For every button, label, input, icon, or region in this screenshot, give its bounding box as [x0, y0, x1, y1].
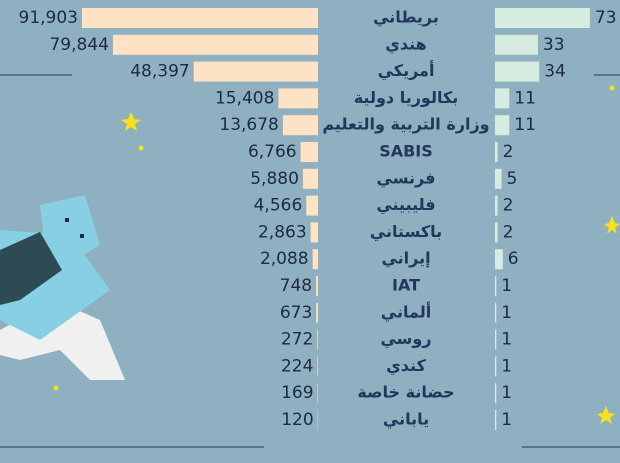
bar — [282, 115, 318, 136]
bar — [495, 142, 498, 162]
value-label: 34 — [544, 62, 566, 82]
value-label: 2,088 — [260, 249, 309, 269]
bar — [316, 276, 318, 296]
category-label: هندي — [385, 34, 427, 54]
bar — [317, 329, 318, 350]
category-label: حضانة خاصة — [357, 383, 454, 402]
bar — [495, 276, 497, 296]
bar — [82, 8, 318, 28]
value-label: 91,903 — [19, 8, 78, 28]
bar — [495, 34, 538, 55]
bar — [306, 195, 318, 216]
category-label: ياباني — [383, 410, 429, 430]
bar — [495, 302, 497, 323]
bar — [310, 222, 318, 243]
value-label: 6,766 — [248, 142, 297, 162]
bar — [112, 34, 318, 55]
bar — [302, 168, 318, 189]
category-label: بريطاني — [373, 8, 439, 28]
value-label: 169 — [281, 383, 313, 403]
value-label: 5 — [507, 169, 518, 189]
bar — [495, 168, 502, 189]
value-label: 33 — [543, 35, 565, 55]
value-label: 79,844 — [49, 35, 108, 55]
value-label: 2 — [503, 222, 514, 242]
category-label: بكالوريا دولية — [354, 88, 459, 107]
category-label: IAT — [392, 276, 420, 295]
value-label: 2 — [503, 196, 514, 216]
category-label: كندي — [386, 356, 426, 376]
bar — [495, 8, 590, 28]
category-label: إيراني — [381, 249, 430, 269]
bar — [495, 195, 498, 216]
bar — [278, 88, 318, 109]
bar — [300, 142, 318, 162]
category-label: ألماني — [381, 301, 431, 322]
category-label: SABIS — [379, 142, 433, 161]
category-label: أمريكي — [378, 60, 435, 81]
value-label: 11 — [514, 115, 536, 135]
value-label: 48,397 — [130, 62, 189, 82]
value-label: 1 — [501, 383, 512, 403]
value-label: 1 — [501, 330, 512, 350]
value-label: 15,408 — [215, 88, 274, 108]
bar — [495, 61, 540, 82]
bar — [495, 410, 497, 430]
category-label: فرنسي — [377, 168, 436, 188]
value-label: 2,863 — [258, 222, 307, 242]
bar — [495, 88, 510, 109]
value-label: 224 — [281, 356, 313, 376]
bar — [317, 356, 318, 377]
category-label: روسي — [380, 329, 431, 349]
value-label: 6 — [508, 249, 519, 269]
bar — [316, 302, 318, 323]
bar — [312, 249, 318, 270]
category-label: فليبيني — [376, 195, 435, 215]
value-label: 2 — [503, 142, 514, 162]
bar — [193, 61, 318, 82]
value-label: 1 — [501, 276, 512, 296]
value-label: 1 — [501, 410, 512, 430]
bar — [495, 249, 503, 270]
value-label: 272 — [281, 330, 313, 350]
category-label: وزارة التربية والتعليم — [322, 115, 489, 134]
bar — [495, 329, 497, 350]
value-label: 748 — [280, 276, 312, 296]
value-label: 13,678 — [219, 115, 278, 135]
bar — [495, 115, 510, 136]
value-label: 73 — [595, 8, 617, 28]
value-label: 120 — [281, 410, 313, 430]
value-label: 11 — [514, 88, 536, 108]
bar — [495, 222, 498, 243]
decoration — [0, 74, 620, 448]
bar — [495, 383, 497, 404]
value-label: 673 — [280, 303, 312, 323]
value-label: 4,566 — [254, 196, 303, 216]
bar — [495, 356, 497, 377]
value-label: 1 — [501, 356, 512, 376]
value-label: 5,880 — [250, 169, 299, 189]
category-label: باكستاني — [370, 222, 442, 242]
value-label: 1 — [501, 303, 512, 323]
